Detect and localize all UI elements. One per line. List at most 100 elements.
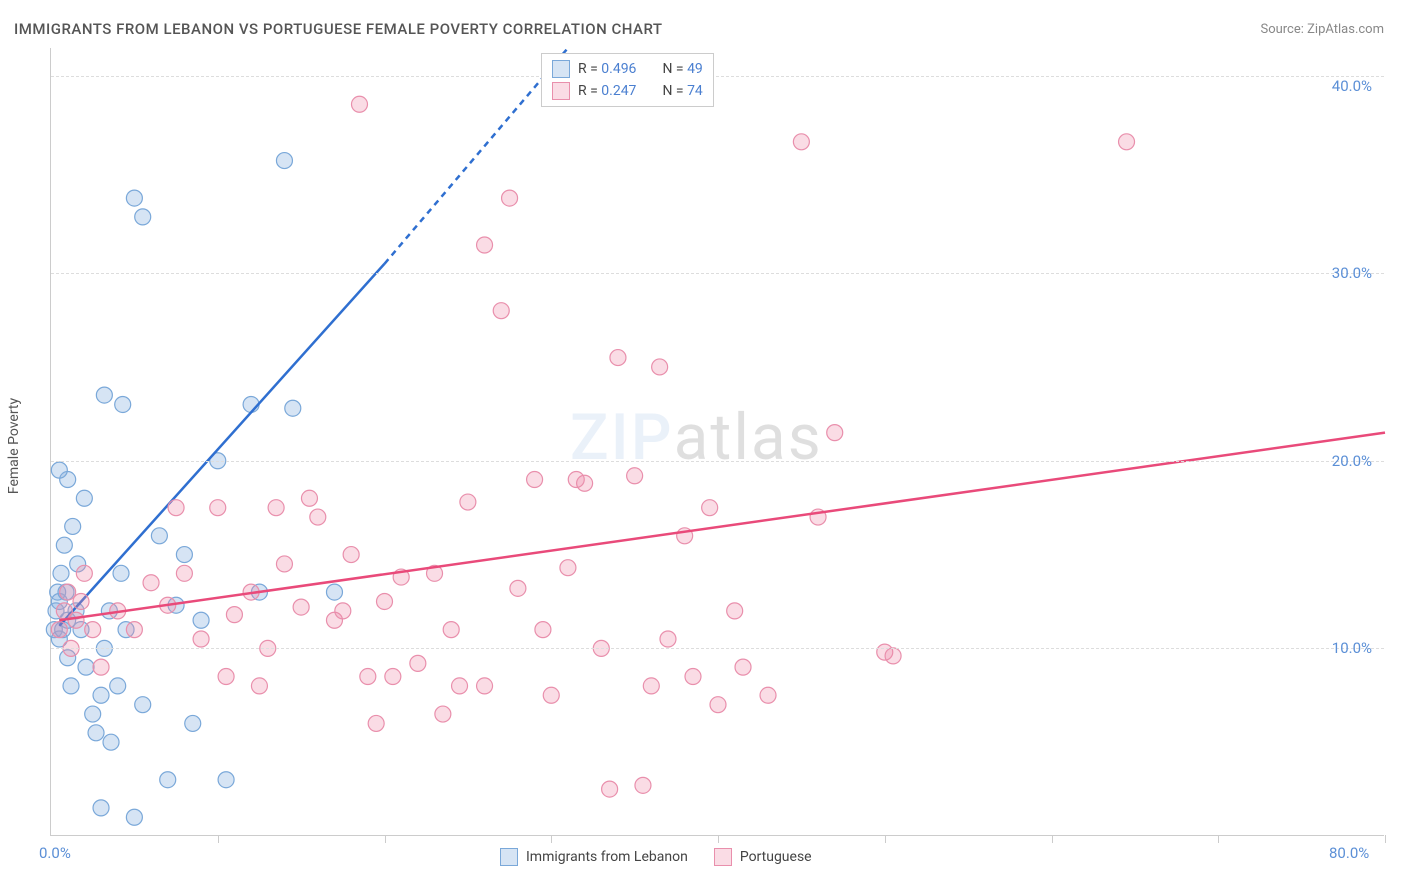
data-point-lebanon	[56, 537, 72, 553]
data-point-lebanon	[113, 565, 129, 581]
y-tick-label: 30.0%	[1332, 264, 1372, 282]
x-tick	[885, 835, 886, 843]
data-point-portuguese	[493, 303, 509, 319]
x-tick-label: 80.0%	[1329, 844, 1369, 862]
legend-swatch-icon	[552, 82, 570, 100]
data-point-lebanon	[126, 190, 142, 206]
data-point-portuguese	[343, 547, 359, 563]
trend-line-lebanon	[59, 264, 384, 626]
data-point-portuguese	[268, 500, 284, 516]
data-point-lebanon	[53, 565, 69, 581]
data-point-lebanon	[285, 400, 301, 416]
y-tick-label: 20.0%	[1332, 452, 1372, 470]
data-point-lebanon	[78, 659, 94, 675]
data-point-portuguese	[60, 584, 76, 600]
data-point-portuguese	[452, 678, 468, 694]
source-name: ZipAtlas.com	[1307, 22, 1384, 37]
data-point-portuguese	[85, 622, 101, 638]
data-point-portuguese	[377, 593, 393, 609]
data-point-lebanon	[135, 209, 151, 225]
data-point-portuguese	[710, 697, 726, 713]
data-point-portuguese	[310, 509, 326, 525]
data-point-portuguese	[568, 472, 584, 488]
data-point-portuguese	[735, 659, 751, 675]
data-point-portuguese	[477, 678, 493, 694]
legend-row-portuguese: R = 0.247 N = 74	[552, 80, 703, 102]
data-point-portuguese	[760, 687, 776, 703]
data-point-portuguese	[460, 494, 476, 510]
series-legend: Immigrants from LebanonPortuguese	[500, 848, 812, 866]
n-value: 74	[687, 83, 703, 99]
data-point-portuguese	[218, 669, 234, 685]
data-point-portuguese	[502, 190, 518, 206]
data-point-lebanon	[103, 734, 119, 750]
data-point-portuguese	[727, 603, 743, 619]
y-tick-label: 40.0%	[1332, 77, 1372, 95]
data-point-portuguese	[885, 648, 901, 664]
legend-row-lebanon: R = 0.496N = 49	[552, 58, 703, 80]
data-point-portuguese	[410, 655, 426, 671]
data-point-portuguese	[435, 706, 451, 722]
y-axis-label: Female Poverty	[6, 398, 22, 494]
source-label: Source:	[1260, 22, 1307, 37]
chart-svg	[51, 48, 1384, 835]
x-tick	[1052, 835, 1053, 843]
data-point-lebanon	[326, 584, 342, 600]
data-point-portuguese	[543, 687, 559, 703]
x-tick	[385, 835, 386, 843]
data-point-portuguese	[226, 607, 242, 623]
data-point-portuguese	[527, 472, 543, 488]
y-tick-label: 10.0%	[1332, 639, 1372, 657]
data-point-portuguese	[293, 599, 309, 615]
data-point-portuguese	[827, 425, 843, 441]
data-point-portuguese	[351, 96, 367, 112]
n-label: N = 74	[662, 83, 702, 99]
legend-swatch-icon	[552, 60, 570, 78]
gridline	[51, 273, 1384, 274]
data-point-portuguese	[168, 500, 184, 516]
data-point-portuguese	[602, 781, 618, 797]
data-point-lebanon	[218, 772, 234, 788]
x-tick-label: 0.0%	[39, 844, 71, 862]
legend-swatch-icon	[714, 848, 732, 866]
data-point-lebanon	[110, 678, 126, 694]
data-point-lebanon	[96, 387, 112, 403]
data-point-portuguese	[126, 622, 142, 638]
data-point-portuguese	[143, 575, 159, 591]
x-tick	[551, 835, 552, 843]
data-point-lebanon	[51, 462, 67, 478]
gridline	[51, 648, 1384, 649]
data-point-portuguese	[643, 678, 659, 694]
x-tick	[718, 835, 719, 843]
data-point-portuguese	[276, 556, 292, 572]
data-point-portuguese	[443, 622, 459, 638]
data-point-portuguese	[793, 134, 809, 150]
data-point-portuguese	[510, 580, 526, 596]
data-point-portuguese	[560, 560, 576, 576]
correlation-legend: R = 0.496N = 49R = 0.247N = 74	[541, 53, 714, 107]
legend-item-portuguese: Portuguese	[714, 848, 812, 866]
data-point-portuguese	[477, 237, 493, 253]
data-point-lebanon	[276, 153, 292, 169]
data-point-portuguese	[76, 565, 92, 581]
chart-container: IMMIGRANTS FROM LEBANON VS PORTUGUESE FE…	[0, 0, 1406, 892]
data-point-lebanon	[63, 678, 79, 694]
x-tick	[1218, 835, 1219, 843]
r-value: 0.496	[601, 61, 636, 77]
data-point-lebanon	[65, 518, 81, 534]
data-point-portuguese	[610, 350, 626, 366]
data-point-lebanon	[93, 800, 109, 816]
data-point-portuguese	[301, 490, 317, 506]
data-point-lebanon	[85, 706, 101, 722]
r-label: R = 0.247	[578, 83, 636, 99]
data-point-portuguese	[176, 565, 192, 581]
data-point-portuguese	[210, 500, 226, 516]
data-point-portuguese	[627, 468, 643, 484]
source-attribution: Source: ZipAtlas.com	[1260, 22, 1384, 37]
data-point-portuguese	[251, 678, 267, 694]
data-point-portuguese	[685, 669, 701, 685]
n-label: N = 49	[662, 61, 702, 77]
n-value: 49	[687, 61, 703, 77]
data-point-portuguese	[93, 659, 109, 675]
plot-area: 10.0%20.0%30.0%40.0%0.0%80.0%	[50, 48, 1384, 836]
